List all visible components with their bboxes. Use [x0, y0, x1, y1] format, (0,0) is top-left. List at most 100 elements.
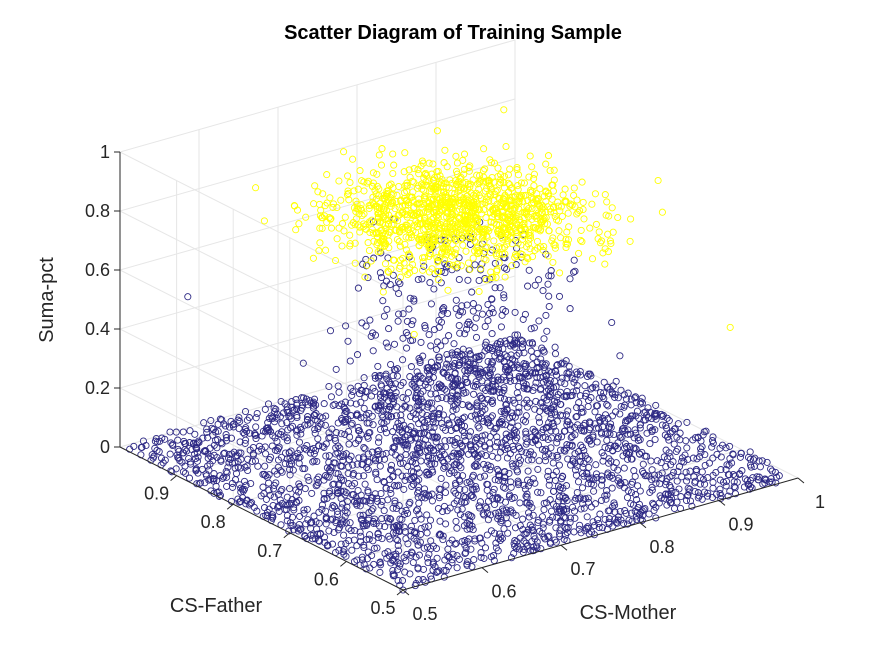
data-point [523, 529, 531, 537]
data-point [525, 399, 533, 407]
data-point [410, 529, 418, 537]
data-point [722, 477, 731, 485]
data-point [390, 482, 398, 490]
data-point [419, 440, 427, 448]
data-point [676, 429, 684, 437]
data-point [299, 359, 307, 367]
data-point [541, 457, 550, 465]
data-point [608, 318, 616, 327]
data-point [561, 531, 570, 539]
data-point [544, 467, 552, 475]
data-point [308, 489, 316, 497]
data-point [405, 305, 413, 313]
y-tick-label: 0.6 [314, 569, 339, 589]
data-point [320, 489, 328, 497]
data-point [395, 501, 403, 510]
data-point [545, 302, 553, 311]
data-point [540, 533, 548, 541]
data-point [636, 424, 644, 432]
data-point [481, 431, 489, 439]
data-point [262, 428, 270, 436]
data-point [378, 411, 386, 419]
data-point [622, 417, 630, 425]
data-point [398, 577, 407, 585]
data-point [637, 398, 645, 406]
data-point [321, 472, 330, 480]
data-point [632, 445, 640, 453]
data-point [632, 491, 640, 499]
data-point [413, 386, 421, 394]
data-point [701, 461, 709, 469]
data-point [537, 545, 545, 553]
data-point [453, 264, 461, 272]
points-layer [126, 106, 783, 594]
data-point [541, 452, 550, 460]
data-point [223, 473, 231, 481]
data-point [419, 576, 427, 584]
data-point [391, 392, 399, 401]
data-point [555, 497, 563, 505]
data-point [394, 317, 402, 325]
data-point [449, 550, 457, 558]
data-point [348, 391, 356, 399]
data-point [508, 419, 516, 427]
data-point [454, 395, 462, 403]
data-point [503, 265, 511, 273]
data-point [450, 383, 458, 391]
data-point [413, 368, 421, 376]
data-point [581, 392, 590, 400]
data-point [455, 311, 463, 319]
data-point [458, 302, 466, 310]
data-point [565, 370, 573, 378]
data-point [359, 511, 367, 519]
data-point [267, 412, 275, 420]
data-point [359, 496, 367, 505]
data-point [537, 399, 545, 407]
data-point [662, 463, 670, 471]
data-point [547, 405, 555, 413]
data-point [525, 513, 533, 521]
data-point [419, 266, 427, 274]
data-point [548, 368, 556, 376]
data-point [543, 371, 551, 379]
data-point [487, 463, 495, 471]
data-point [432, 434, 440, 442]
data-point [533, 374, 541, 382]
data-point [200, 447, 208, 455]
data-point [333, 235, 341, 243]
data-point [557, 378, 565, 386]
data-point [478, 352, 486, 360]
data-point [318, 501, 326, 509]
data-point [466, 351, 474, 359]
data-point [388, 448, 396, 456]
data-point [167, 439, 175, 447]
data-point [304, 473, 312, 481]
data-point [186, 427, 194, 435]
x-tick-label: 0.6 [491, 582, 516, 602]
data-point [456, 485, 464, 493]
z-tick-label: 1 [100, 142, 110, 162]
data-point [591, 500, 599, 508]
data-point [286, 471, 294, 479]
data-point [598, 481, 606, 489]
data-point [529, 353, 537, 361]
chart-title: Scatter Diagram of Training Sample [284, 22, 622, 44]
data-point [243, 462, 251, 470]
data-point [479, 167, 487, 175]
data-point [540, 394, 548, 402]
data-point [726, 442, 734, 450]
data-point [265, 471, 273, 479]
data-point [414, 541, 422, 549]
data-point [560, 427, 568, 435]
data-point [542, 445, 550, 453]
data-point [658, 412, 667, 421]
y-tick-mark [170, 475, 177, 481]
data-point [351, 439, 360, 448]
data-point [399, 394, 407, 402]
data-point [208, 424, 216, 432]
data-point [575, 249, 583, 257]
data-point [453, 159, 461, 167]
data-point [578, 452, 586, 460]
data-point [259, 483, 267, 491]
x-tick-mark [797, 477, 805, 484]
